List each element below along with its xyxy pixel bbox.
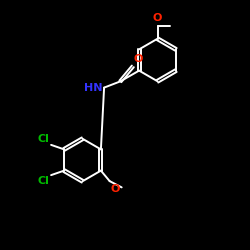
Text: Cl: Cl — [38, 134, 50, 144]
Text: O: O — [110, 184, 120, 194]
Text: Cl: Cl — [38, 176, 50, 186]
Text: O: O — [134, 54, 143, 64]
Text: O: O — [153, 13, 162, 23]
Text: HN: HN — [84, 82, 102, 92]
